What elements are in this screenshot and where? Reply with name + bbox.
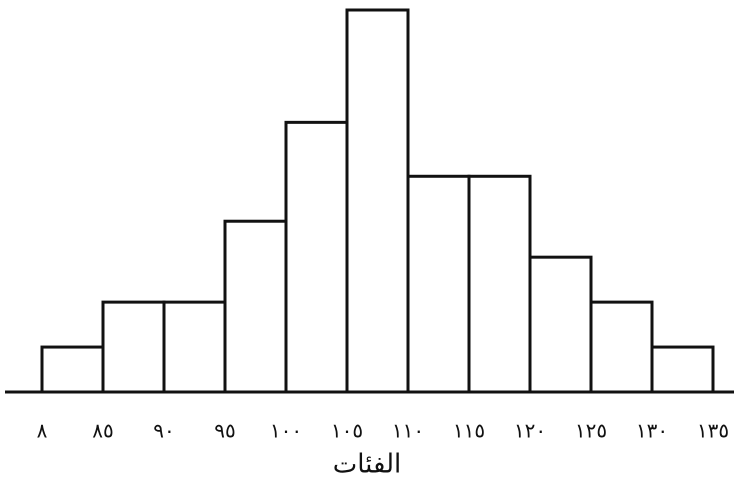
x-tick-label: ٩٥ — [214, 419, 235, 443]
x-tick-label: ١١٥ — [453, 419, 485, 443]
x-tick-label: ١٠٥ — [331, 419, 363, 443]
bar — [284, 120, 349, 394]
x-tick-label: ١٢٥ — [575, 419, 607, 443]
x-tick-label: ٩٠ — [153, 419, 174, 443]
x-tick-label: ٨٥ — [92, 419, 113, 443]
bar — [406, 174, 471, 394]
x-tick-label: ٨ — [37, 419, 48, 443]
x-tick-label: ١٣٠ — [636, 419, 668, 443]
bar — [650, 345, 715, 394]
bar — [528, 255, 593, 394]
bar — [345, 8, 410, 394]
x-axis-label: الفئات — [333, 450, 402, 480]
x-tick-label: ١٣٥ — [697, 419, 729, 443]
bar — [223, 219, 288, 394]
bar — [40, 345, 105, 394]
x-tick-label: ١١٠ — [392, 419, 424, 443]
bar — [162, 300, 227, 394]
bar — [467, 174, 532, 394]
x-tick-label: ١٠٠ — [270, 419, 302, 443]
bar — [589, 300, 654, 394]
x-tick-label: ١٢٠ — [514, 419, 546, 443]
bar — [101, 300, 166, 394]
